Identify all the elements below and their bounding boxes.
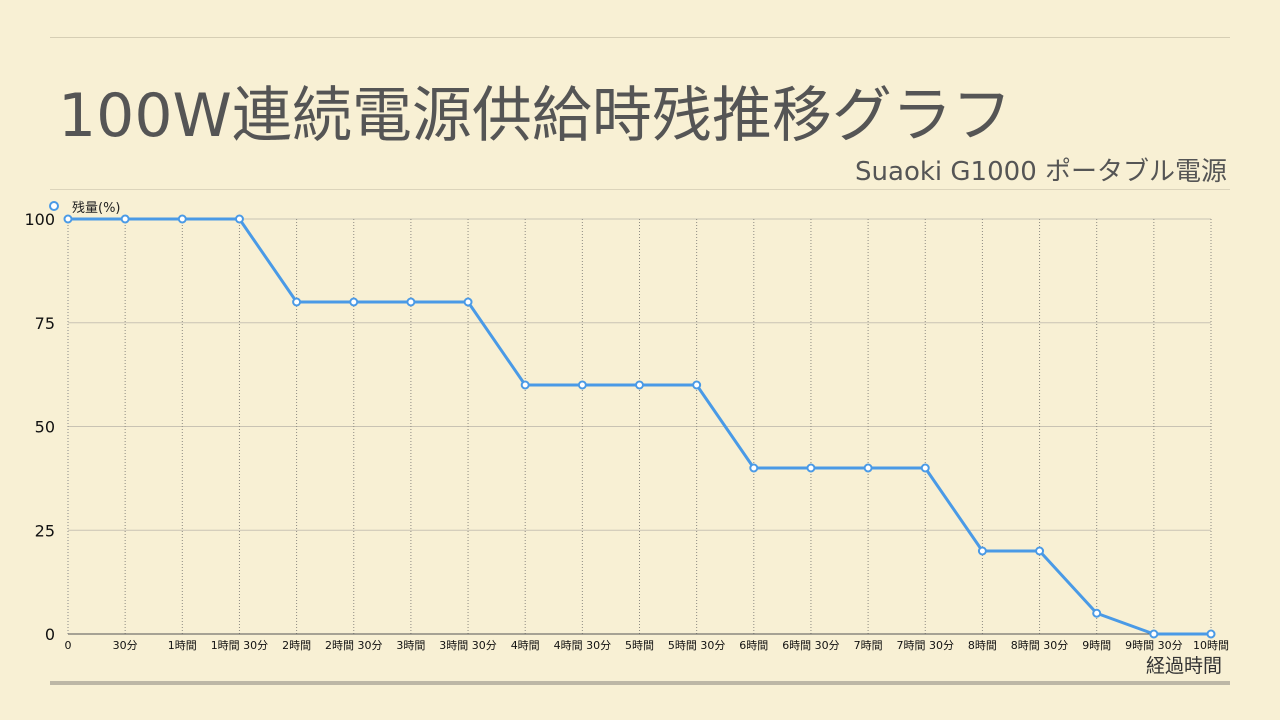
data-point xyxy=(520,380,530,390)
y-tick-label: 0 xyxy=(45,625,55,644)
data-point xyxy=(120,214,130,224)
title-divider xyxy=(50,189,1230,190)
x-tick-label: 30分 xyxy=(113,639,138,652)
data-point xyxy=(349,297,359,307)
y-tick-label: 50 xyxy=(35,418,55,437)
label-layer: 0 25 50 75 100 0 30分 1時間 1時間 30分 2時間 2時間 30分 3時間 3時間… xyxy=(24,210,1229,652)
data-point xyxy=(1092,608,1102,618)
x-tick-label: 2時間 30分 xyxy=(325,639,383,652)
x-tick-label: 7時間 xyxy=(854,639,883,652)
legend-label: 残量(%) xyxy=(72,200,121,216)
x-tick-label: 3時間 30分 xyxy=(439,639,497,652)
x-tick-label: 6時間 xyxy=(739,639,768,652)
data-point xyxy=(1035,546,1045,556)
x-tick-label: 1時間 xyxy=(168,639,197,652)
x-tick-label: 9時間 30分 xyxy=(1125,639,1183,652)
top-divider xyxy=(50,37,1230,38)
x-tick-label: 0 xyxy=(65,639,72,652)
data-point xyxy=(234,214,244,224)
data-point xyxy=(692,380,702,390)
bottom-divider xyxy=(50,681,1230,685)
x-tick-label: 10時間 xyxy=(1193,639,1229,652)
y-tick-label: 100 xyxy=(24,210,55,229)
x-tick-label: 4時間 30分 xyxy=(554,639,612,652)
x-tick-label: 8時間 xyxy=(968,639,997,652)
chart-legend: 残量(%) xyxy=(46,197,121,216)
data-point xyxy=(806,463,816,473)
data-point xyxy=(635,380,644,390)
data-point xyxy=(1206,629,1216,639)
data-point xyxy=(292,297,302,307)
data-point xyxy=(63,214,73,224)
data-point xyxy=(977,546,987,556)
y-tick-label: 25 xyxy=(35,521,55,540)
x-tick-label: 9時間 xyxy=(1082,639,1111,652)
x-axis-title: 経過時間 xyxy=(1145,655,1222,677)
data-point xyxy=(749,463,759,473)
data-point xyxy=(463,297,473,307)
axis-layer xyxy=(67,219,1211,635)
y-tick-label: 75 xyxy=(35,314,55,333)
slide-title: 100W連続電源供給時残推移グラフ xyxy=(58,81,1012,151)
x-tick-label: 5時間 30分 xyxy=(668,639,726,652)
data-point xyxy=(577,380,587,390)
x-tick-label: 7時間 30分 xyxy=(897,639,955,652)
data-point xyxy=(1149,629,1159,639)
x-tick-label: 6時間 30分 xyxy=(782,639,840,652)
data-point xyxy=(920,463,930,473)
data-point xyxy=(863,463,873,473)
x-tick-label: 5時間 xyxy=(625,639,654,652)
x-tick-label: 8時間 30分 xyxy=(1011,639,1069,652)
series-layer xyxy=(63,214,1216,639)
legend-line-marker-icon xyxy=(49,201,59,211)
x-tick-label: 1時間 30分 xyxy=(211,639,269,652)
slide-subtitle: Suaoki G1000 ポータブル電源 xyxy=(855,157,1227,187)
grid-layer xyxy=(68,218,1212,634)
x-tick-label: 3時間 xyxy=(396,639,425,652)
x-tick-label: 2時間 xyxy=(282,639,311,652)
data-point xyxy=(177,214,187,224)
x-tick-label: 4時間 xyxy=(511,639,540,652)
data-point xyxy=(406,297,416,307)
